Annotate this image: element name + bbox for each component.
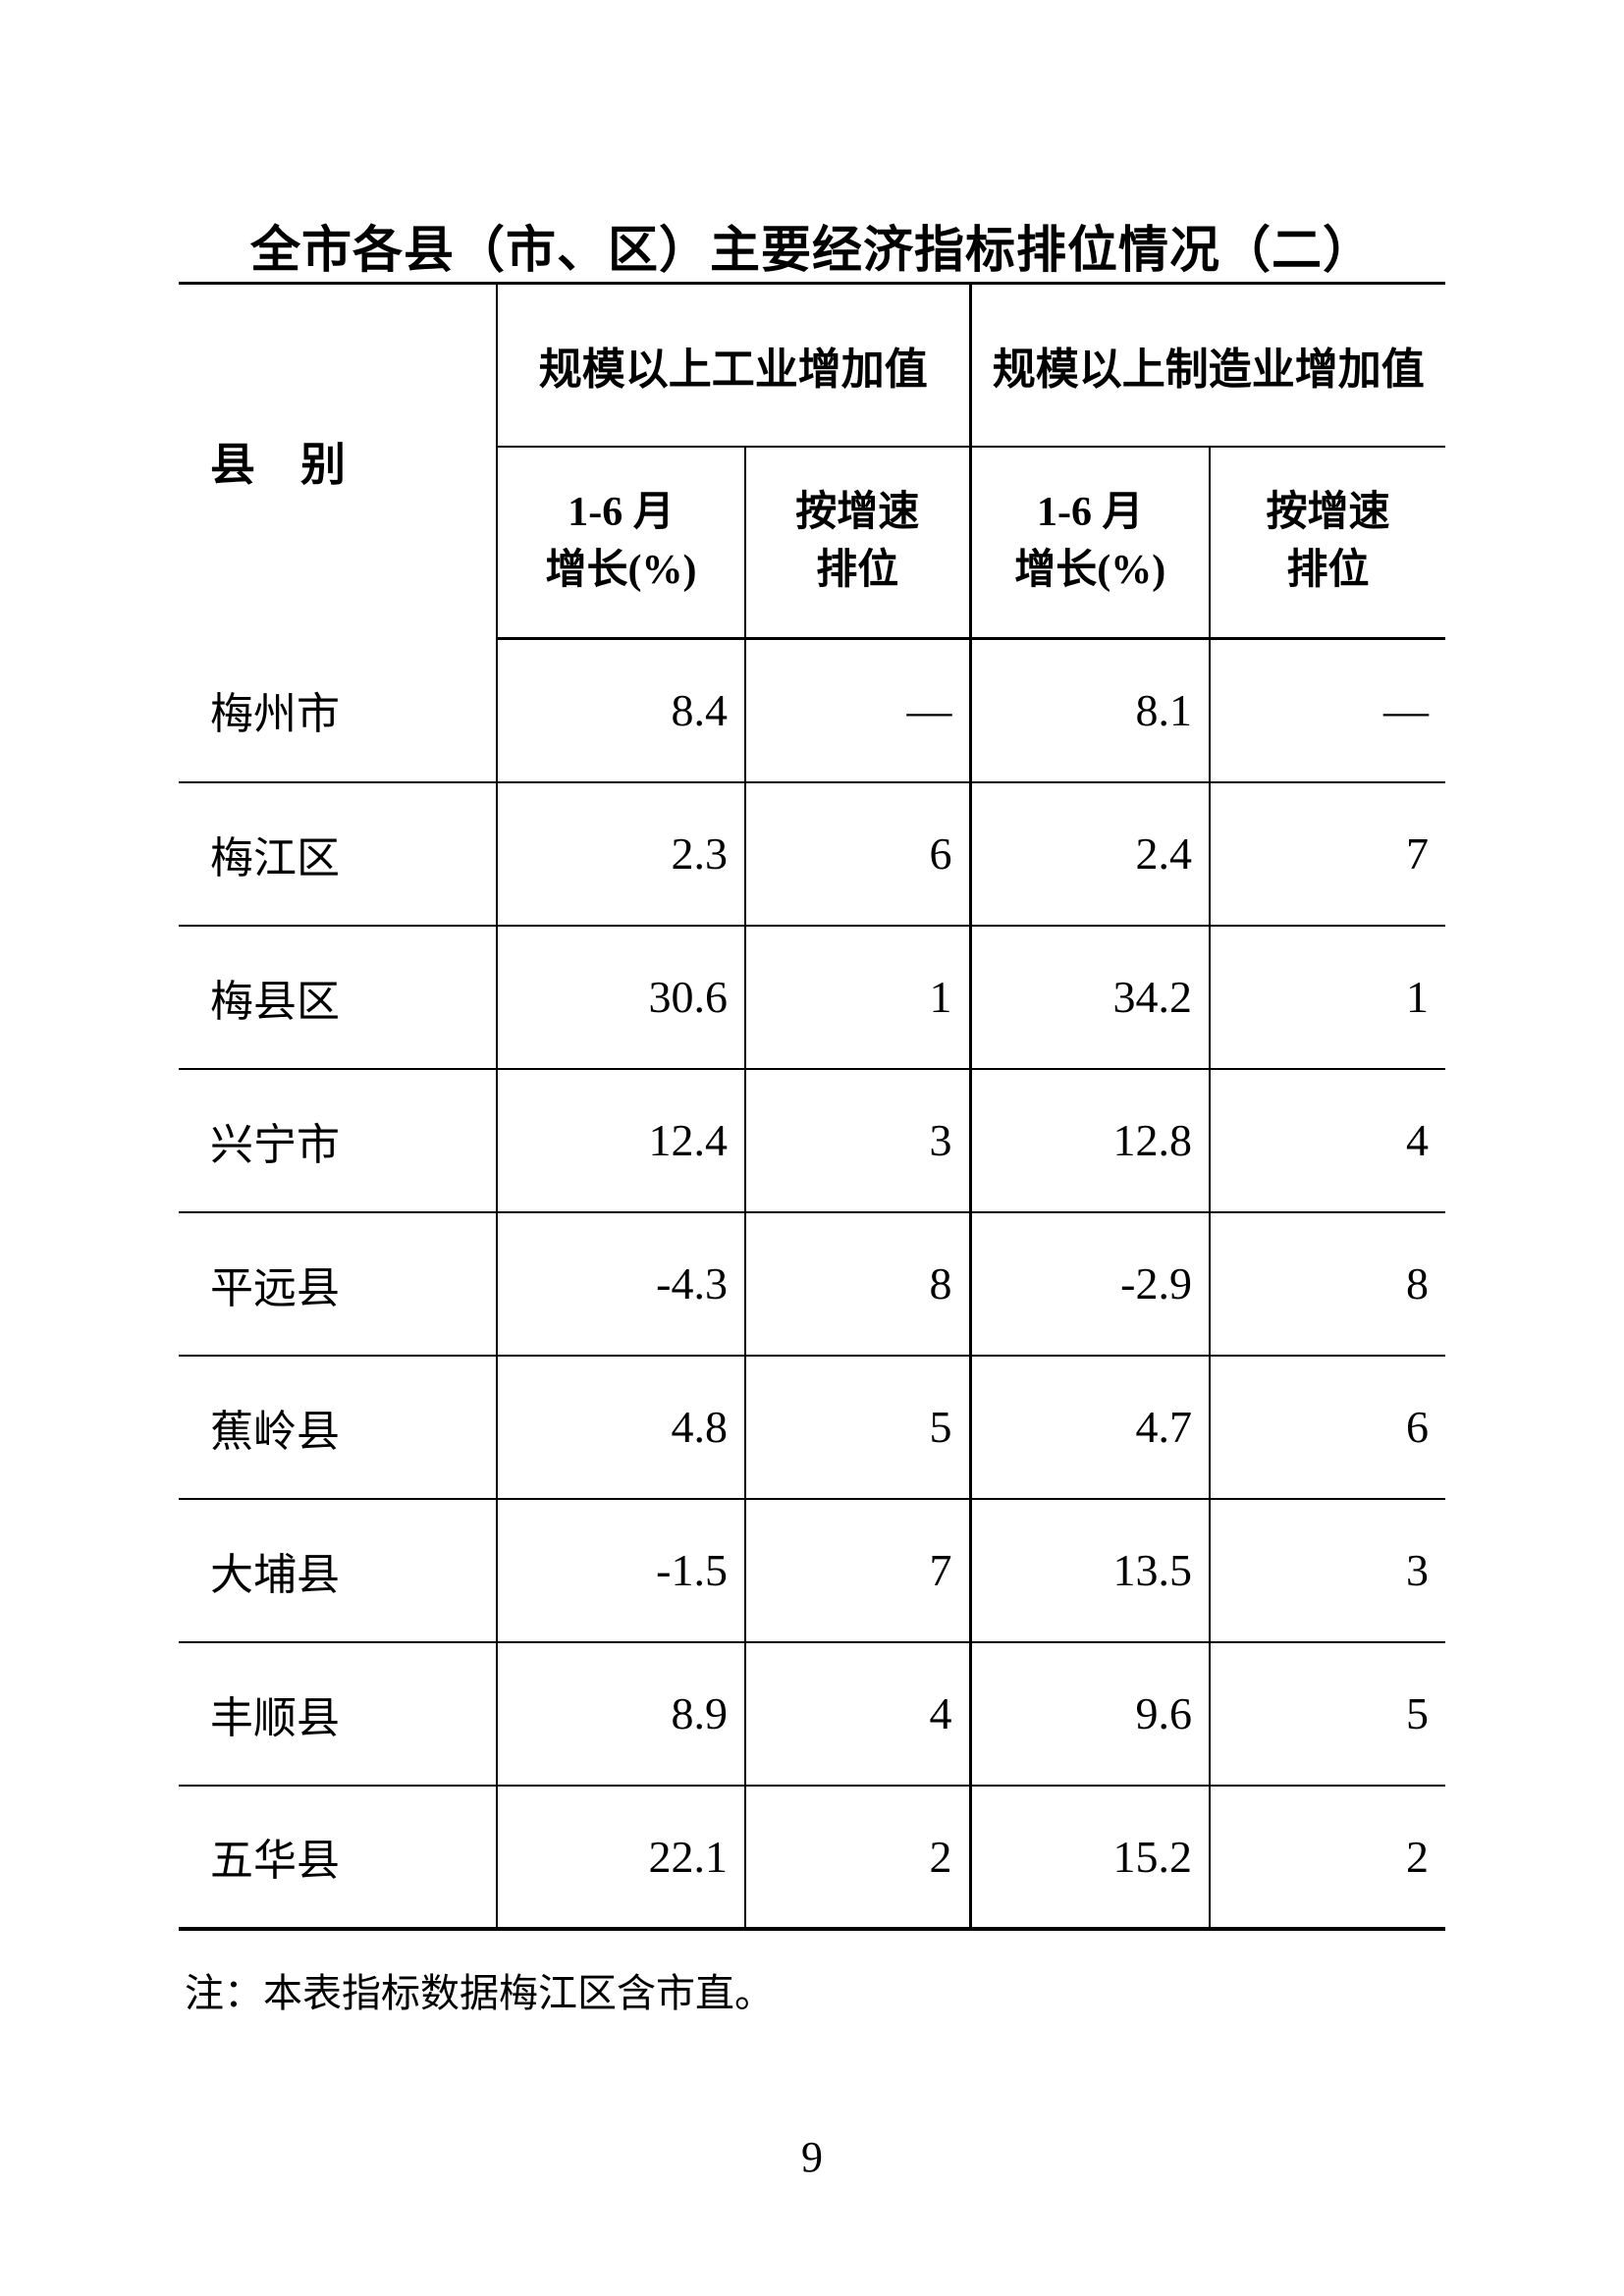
group-header-manufacturing: 规模以上制造业增加值 [970, 283, 1445, 448]
manufacturing-growth-cell: 13.5 [970, 1498, 1211, 1642]
county-cell: 丰顺县 [179, 1641, 498, 1786]
table-row: 梅州市 8.4 — 8.1 — [179, 638, 1445, 782]
table-footnote: 注：本表指标数据梅江区含市直。 [185, 1971, 774, 2015]
industry-rank-cell: 1 [745, 925, 972, 1069]
industry-growth-cell: 30.6 [497, 925, 746, 1069]
table-header: 县 别 规模以上工业增加值 规模以上制造业增加值 1-6 月 增长(%) 按增速… [179, 283, 1445, 640]
subheader-line: 按增速 [795, 489, 920, 535]
manufacturing-rank-cell: 4 [1406, 1115, 1429, 1165]
industry-rank-cell: 8 [745, 1211, 972, 1356]
industry-rank-cell: 4 [745, 1641, 972, 1786]
subheader-manufacturing-rank: 按增速 排位 [1210, 446, 1445, 640]
subheader-industry-rank: 按增速 排位 [745, 446, 972, 640]
page-title: 全市各县（市、区）主要经济指标排位情况（二） [249, 222, 1374, 278]
subheader-industry-growth: 1-6 月 增长(%) [497, 446, 746, 640]
subheader-line: 增长(%) [1014, 548, 1166, 594]
county-cell: 大埔县 [179, 1498, 498, 1642]
county-cell: 平远县 [179, 1211, 498, 1356]
industry-growth-cell: 4.8 [497, 1355, 746, 1499]
page-number: 9 [801, 2133, 823, 2181]
subheader-line: 按增速 [1266, 489, 1390, 535]
subheader-line: 排位 [816, 548, 899, 594]
industry-rank-cell: — [745, 638, 972, 782]
manufacturing-rank-cell: 6 [1406, 1402, 1429, 1452]
county-cell: 蕉岭县 [179, 1355, 498, 1499]
subheader-line: 1-6 月 [1037, 489, 1144, 535]
county-cell: 梅州市 [179, 638, 498, 782]
industry-rank-cell: 2 [745, 1785, 972, 1929]
table-row: 蕉岭县 4.8 5 4.7 6 [179, 1355, 1445, 1499]
industry-growth-cell: 8.4 [497, 638, 746, 782]
manufacturing-growth-cell: 2.4 [970, 781, 1211, 926]
industry-rank-cell: 6 [745, 781, 972, 926]
indicators-table: 县 别 规模以上工业增加值 规模以上制造业增加值 1-6 月 增长(%) 按增速… [179, 282, 1445, 1931]
county-cell: 梅江区 [179, 781, 498, 926]
industry-growth-cell: -4.3 [497, 1211, 746, 1356]
subheader-line: 排位 [1286, 548, 1370, 594]
industry-rank-cell: 7 [745, 1498, 972, 1642]
county-column-header: 县 别 [179, 283, 498, 639]
manufacturing-growth-cell: 9.6 [970, 1641, 1211, 1786]
subheader-manufacturing-growth: 1-6 月 增长(%) [970, 446, 1211, 640]
manufacturing-rank-cell: 8 [1406, 1258, 1429, 1308]
industry-rank-cell: 3 [745, 1068, 972, 1212]
county-cell: 兴宁市 [179, 1068, 498, 1212]
industry-growth-cell: 2.3 [497, 781, 746, 926]
industry-rank-cell: 5 [745, 1355, 972, 1499]
manufacturing-rank-cell: — [1383, 685, 1429, 736]
manufacturing-growth-cell: 8.1 [970, 638, 1211, 782]
table-row: 梅县区 30.6 1 34.2 1 [179, 925, 1445, 1069]
county-cell: 梅县区 [179, 925, 498, 1069]
subheader-line: 增长(%) [545, 548, 697, 594]
header-group-row: 县 别 规模以上工业增加值 规模以上制造业增加值 [179, 283, 1445, 639]
manufacturing-rank-cell: 1 [1406, 972, 1429, 1022]
manufacturing-rank-cell: 2 [1406, 1831, 1429, 1882]
manufacturing-rank-cell: 5 [1406, 1688, 1429, 1738]
subheader-line: 1-6 月 [568, 489, 675, 535]
table-row: 丰顺县 8.9 4 9.6 5 [179, 1641, 1445, 1786]
manufacturing-growth-cell: 34.2 [970, 925, 1211, 1069]
table-body: 梅州市 8.4 — 8.1 — 梅江区 2.3 6 2.4 7 梅县区 30.6… [179, 638, 1445, 1929]
industry-growth-cell: 12.4 [497, 1068, 746, 1212]
industry-growth-cell: 22.1 [497, 1785, 746, 1929]
header-sub-row: 1-6 月 增长(%) 按增速 排位 1-6 月 增长(%) 按增速 排位 [179, 446, 1445, 640]
table-row: 五华县 22.1 2 15.2 2 [179, 1785, 1445, 1929]
table-row: 大埔县 -1.5 7 13.5 3 [179, 1498, 1445, 1642]
manufacturing-growth-cell: 4.7 [970, 1355, 1211, 1499]
industry-growth-cell: -1.5 [497, 1498, 746, 1642]
table-row: 梅江区 2.3 6 2.4 7 [179, 781, 1445, 926]
industry-growth-cell: 8.9 [497, 1641, 746, 1786]
manufacturing-growth-cell: 12.8 [970, 1068, 1211, 1212]
manufacturing-growth-cell: -2.9 [970, 1211, 1211, 1356]
table-row: 兴宁市 12.4 3 12.8 4 [179, 1068, 1445, 1212]
group-header-industry: 规模以上工业增加值 [497, 283, 972, 448]
table-row: 平远县 -4.3 8 -2.9 8 [179, 1211, 1445, 1356]
manufacturing-rank-cell: 7 [1406, 828, 1429, 879]
manufacturing-rank-cell: 3 [1406, 1545, 1429, 1595]
county-cell: 五华县 [179, 1785, 498, 1929]
manufacturing-growth-cell: 15.2 [970, 1785, 1211, 1929]
